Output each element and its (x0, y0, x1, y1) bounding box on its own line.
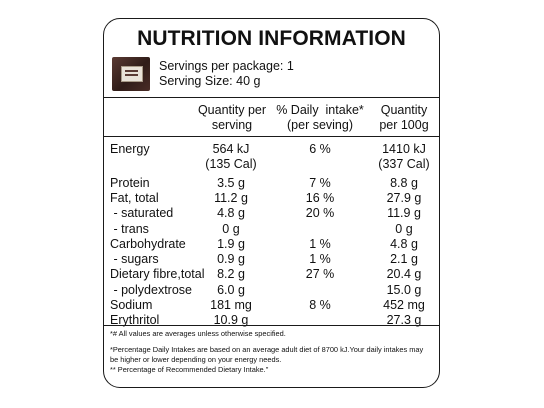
per-100g-value: 20.4 g (386, 267, 422, 282)
per-100g-value: 27.9 g (386, 190, 422, 205)
header-per-serving: Quantity per serving (192, 103, 272, 133)
product-thumbnail-icon (112, 57, 150, 91)
per-100g-value: 15.0 g (386, 282, 422, 297)
nutrient-name: Energy (110, 142, 150, 156)
nutrient-name: Dietary fibre,total (110, 267, 205, 282)
nutrient-name: Erythritol (110, 313, 160, 328)
per-100g-value: 11.9 g (387, 206, 421, 221)
footnote-2: *Percentage Daily Intakes are based on a… (110, 345, 424, 354)
panel-title: NUTRITION INFORMATION (137, 27, 406, 50)
daily-intake-value: 16 % (305, 190, 335, 205)
daily-intake-value: 20 % (305, 206, 335, 221)
per-100g-value: 2.1 g (390, 252, 418, 267)
nutrient-name: - trans (110, 221, 149, 236)
header-daily-intake: % Daily intake* (per seving) (270, 103, 370, 133)
header-per-100g-line2: per 100g (379, 118, 429, 132)
footnote-3: be higher or lower depending on your ene… (110, 355, 282, 364)
per-serving-value: 8.2 g (217, 267, 245, 282)
per-100g-value: 4.8 g (390, 236, 418, 251)
header-daily-intake-line2: (per seving) (287, 118, 353, 132)
nutrient-name: - saturated (110, 206, 174, 221)
per-serving-value: 11.2 g (214, 190, 248, 205)
per-serving-value: (135 Cal) (205, 157, 257, 172)
nutrient-name: Protein (110, 175, 150, 190)
per-serving-value: 0 g (222, 221, 240, 236)
per-100g-value: 27.3 g (386, 313, 422, 328)
daily-intake-value: 8 % (309, 298, 331, 312)
per-serving-value: 564 kJ (212, 142, 250, 156)
header-per-100g-line1: Quantity (380, 103, 428, 117)
header-per-serving-line1: Quantity per (197, 103, 267, 117)
servings-per-package: Servings per package: 1 (159, 59, 294, 73)
nutrient-name: - sugars (110, 252, 159, 267)
nutrient-name: Carbohydrate (110, 236, 186, 251)
daily-intake-value: 1 % (309, 252, 331, 267)
per-100g-value: 452 mg (383, 298, 425, 312)
divider-footnotes (104, 325, 439, 326)
nutrient-name: Sodium (110, 298, 153, 312)
footnote-4: ** Percentage of Recommended Dietary Int… (110, 365, 269, 374)
footnote-1: *# All values are averages unless otherw… (110, 329, 286, 338)
nutrient-name: - polydextrose (110, 282, 192, 297)
per-serving-value: 181 mg (210, 298, 252, 312)
divider-header (104, 136, 439, 137)
daily-intake-value: 7 % (309, 175, 331, 190)
per-serving-value: 0.9 g (217, 252, 245, 267)
header-per-serving-line2: serving (211, 118, 253, 132)
divider-top (104, 97, 439, 98)
nutrient-name: Fat, total (110, 190, 159, 205)
header-per-100g: Quantity per 100g (368, 103, 439, 133)
per-serving-value: 3.5 g (217, 175, 245, 190)
per-serving-value: 4.8 g (217, 206, 245, 221)
daily-intake-value: 27 % (305, 267, 335, 282)
header-daily-intake-line1: % Daily intake* (276, 103, 364, 117)
per-serving-value: 6.0 g (217, 282, 245, 297)
serving-size: Serving Size: 40 g (159, 74, 261, 88)
per-100g-value: (337 Cal) (378, 157, 430, 172)
per-serving-value: 1.9 g (217, 236, 245, 251)
nutrition-panel: NUTRITION INFORMATION Servings per packa… (103, 18, 440, 388)
per-100g-value: 8.8 g (390, 175, 418, 190)
per-100g-value: 1410 kJ (382, 142, 426, 156)
daily-intake-value: 1 % (309, 236, 331, 251)
per-serving-value: 10.9 g (213, 313, 249, 328)
daily-intake-value: 6 % (309, 142, 331, 156)
per-100g-value: 0 g (395, 221, 413, 236)
